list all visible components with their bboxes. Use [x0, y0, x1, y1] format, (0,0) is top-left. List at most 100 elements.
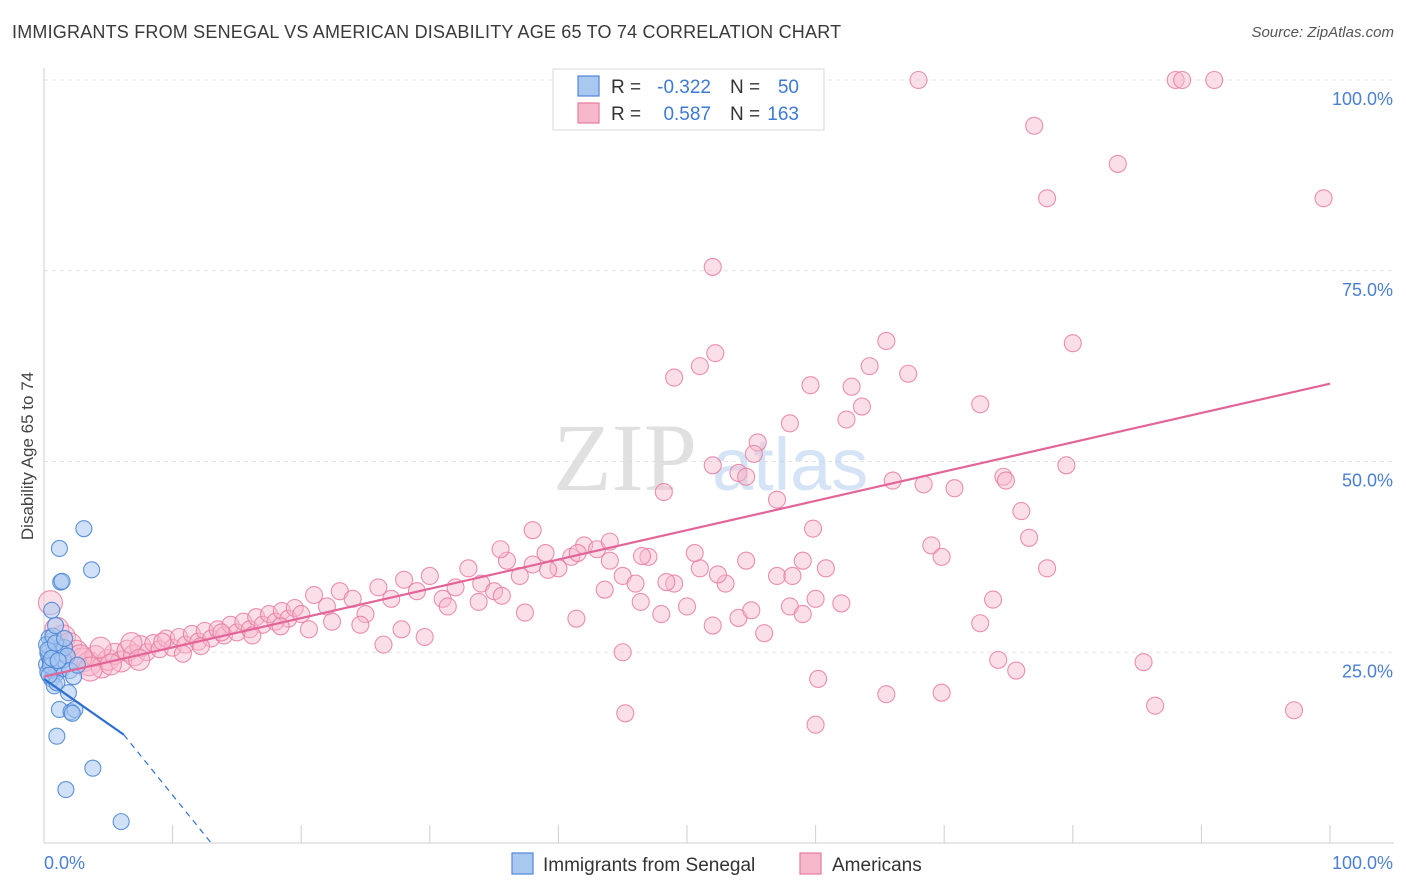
americans-point	[801, 376, 820, 395]
americans-point	[860, 357, 879, 376]
americans-point	[515, 603, 535, 622]
senegal-point	[59, 684, 77, 702]
legend-r-value-blue: -0.322	[657, 77, 711, 98]
senegal-point	[56, 629, 74, 648]
americans-point	[793, 551, 812, 570]
americans-point	[497, 551, 517, 570]
legend-r-label-pink: R =	[611, 104, 641, 125]
americans-point	[1057, 456, 1076, 475]
americans-point	[613, 643, 632, 662]
americans-point	[755, 624, 774, 643]
senegal-point	[83, 561, 101, 579]
watermark-zip: ZIP	[553, 404, 697, 511]
americans-point	[737, 467, 756, 486]
legend-swatch-senegal	[511, 852, 534, 875]
americans-point	[877, 685, 896, 704]
americans-point	[899, 364, 918, 383]
senegal-point	[75, 520, 93, 538]
americans-point	[932, 683, 951, 702]
x-tick-label-min: 0.0%	[44, 853, 85, 873]
americans-point	[173, 644, 192, 663]
legend-stats-swatch-pink	[577, 102, 600, 124]
americans-point	[415, 627, 434, 647]
legend-stats-swatch-blue	[577, 75, 600, 97]
legend-stats: R = -0.322 N = 50 R = 0.587 N = 163	[552, 68, 825, 131]
americans-point	[690, 357, 709, 376]
americans-point	[665, 574, 684, 593]
americans-point	[806, 589, 825, 608]
americans-point	[1284, 701, 1304, 720]
americans-point	[1007, 661, 1026, 680]
americans-point	[832, 594, 851, 613]
americans-point	[356, 605, 375, 624]
americans-point	[816, 559, 835, 578]
senegal-point	[49, 652, 67, 670]
americans-point	[690, 559, 709, 578]
senegal-trend-line	[43, 678, 125, 736]
americans-point	[703, 257, 722, 276]
americans-point	[748, 433, 767, 452]
americans-point	[737, 551, 756, 570]
senegal-point	[57, 781, 75, 799]
americans-point	[523, 521, 542, 540]
americans-point	[767, 566, 787, 586]
americans-point	[99, 653, 122, 676]
americans-point	[1025, 116, 1044, 135]
americans-trend-line	[43, 382, 1331, 678]
senegal-point	[53, 572, 71, 590]
americans-point	[877, 331, 896, 350]
americans-point	[1173, 70, 1192, 90]
legend-label-americans: Americans	[832, 855, 922, 876]
americans-point	[595, 580, 614, 599]
legend-series: Immigrants from Senegal Americans	[511, 852, 922, 876]
senegal-point	[63, 704, 81, 722]
americans-point	[665, 368, 684, 387]
americans-point	[305, 585, 324, 605]
americans-point	[374, 635, 393, 654]
americans-point	[932, 547, 951, 566]
y-tick-label-50: 50.0%	[1342, 471, 1393, 491]
americans-point	[780, 414, 799, 433]
senegal-point	[48, 727, 66, 745]
americans-point	[299, 620, 318, 639]
americans-point	[652, 605, 671, 624]
americans-point	[631, 592, 650, 611]
americans-point	[1020, 528, 1039, 547]
senegal-point	[84, 759, 102, 777]
americans-point	[420, 566, 439, 586]
source-label: Source: ZipAtlas.com	[1251, 24, 1394, 41]
senegal-point	[112, 813, 130, 831]
y-tick-label-100: 100.0%	[1332, 89, 1393, 109]
legend-n-label-pink: N =	[730, 104, 760, 125]
americans-point	[369, 578, 388, 597]
americans-point	[996, 471, 1015, 490]
americans-point	[806, 715, 825, 734]
americans-point	[809, 669, 828, 689]
legend-label-senegal: Immigrants from Senegal	[543, 855, 755, 876]
y-tick-label-25: 25.0%	[1342, 661, 1393, 681]
legend-n-value-pink: 163	[767, 104, 799, 125]
americans-point	[536, 544, 555, 563]
americans-point	[945, 479, 964, 498]
americans-point	[438, 597, 457, 616]
legend-r-label-blue: R =	[611, 77, 641, 98]
americans-point	[1038, 559, 1057, 578]
legend-swatch-americans	[799, 852, 822, 875]
legend-n-value-blue: 50	[778, 77, 799, 98]
americans-point	[922, 536, 941, 555]
americans-point	[1134, 653, 1153, 672]
americans-point	[706, 344, 725, 363]
chart-title: IMMIGRANTS FROM SENEGAL VS AMERICAN DISA…	[12, 22, 842, 42]
americans-point	[469, 592, 488, 611]
americans-point	[632, 547, 652, 566]
americans-point	[351, 615, 370, 634]
americans-point	[703, 616, 722, 635]
americans-point	[708, 565, 727, 584]
americans-point	[909, 70, 928, 90]
americans-point	[971, 614, 990, 633]
y-tick-labels: 25.0% 50.0% 75.0% 100.0%	[1332, 89, 1393, 681]
americans-point	[744, 444, 763, 463]
americans-point	[323, 612, 342, 631]
americans-point	[657, 573, 676, 592]
y-axis-title: Disability Age 65 to 74	[18, 372, 37, 540]
